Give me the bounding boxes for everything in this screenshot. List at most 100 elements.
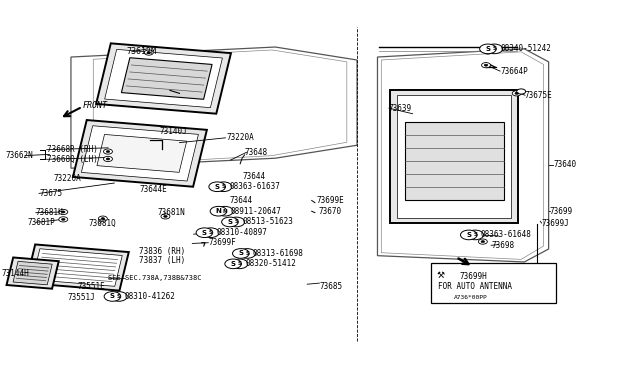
Polygon shape: [390, 90, 518, 223]
Text: FRONT: FRONT: [83, 101, 108, 110]
Circle shape: [210, 206, 227, 216]
Circle shape: [225, 259, 241, 269]
Text: 73648: 73648: [244, 148, 268, 157]
Circle shape: [221, 217, 238, 227]
Bar: [431, 263, 556, 304]
Circle shape: [481, 241, 484, 243]
Text: 73699J: 73699J: [541, 219, 570, 228]
Text: 73698: 73698: [491, 241, 515, 250]
Circle shape: [512, 91, 521, 96]
Circle shape: [232, 248, 249, 258]
Text: S: S: [230, 261, 236, 267]
Text: S: S: [237, 261, 241, 266]
Text: 08310-40897: 08310-40897: [216, 228, 268, 237]
Circle shape: [104, 156, 113, 161]
Text: S: S: [467, 232, 471, 238]
Text: A736*00PP: A736*00PP: [454, 295, 488, 300]
Text: ⚒: ⚒: [436, 271, 444, 280]
Text: 73640: 73640: [553, 160, 576, 169]
Text: 73670: 73670: [318, 207, 341, 216]
Circle shape: [486, 51, 490, 52]
Text: 73551J: 73551J: [68, 293, 95, 302]
Text: 73681P: 73681P: [28, 218, 55, 227]
Circle shape: [479, 44, 496, 54]
Circle shape: [106, 158, 110, 160]
Text: S: S: [245, 251, 249, 256]
Text: S: S: [209, 230, 212, 235]
Text: S: S: [110, 294, 115, 299]
Circle shape: [228, 217, 244, 227]
Text: 73685: 73685: [319, 282, 342, 291]
Text: 73664P: 73664P: [500, 67, 528, 76]
Circle shape: [202, 228, 219, 237]
Text: 73668R (RH): 73668R (RH): [47, 145, 97, 154]
Circle shape: [239, 248, 255, 258]
Text: N: N: [216, 208, 221, 214]
Circle shape: [99, 216, 108, 221]
Text: 73836 (RH): 73836 (RH): [139, 247, 185, 256]
Text: S: S: [214, 184, 220, 190]
Text: 08320-51412: 08320-51412: [245, 259, 296, 268]
Text: 73681H: 73681H: [36, 208, 63, 217]
Text: S: S: [486, 46, 490, 52]
Text: 73639: 73639: [389, 104, 412, 113]
Circle shape: [483, 49, 492, 54]
Polygon shape: [122, 58, 212, 99]
Polygon shape: [105, 49, 223, 108]
Text: 73644: 73644: [242, 172, 265, 181]
Circle shape: [145, 50, 154, 55]
Polygon shape: [81, 126, 198, 181]
Circle shape: [106, 151, 110, 153]
Circle shape: [61, 218, 65, 220]
Polygon shape: [6, 257, 59, 289]
Text: S: S: [238, 250, 243, 256]
Text: 73699F: 73699F: [208, 238, 236, 247]
Circle shape: [59, 209, 68, 215]
Text: 73681Q: 73681Q: [89, 219, 116, 228]
Circle shape: [231, 259, 248, 269]
Text: 08513-51623: 08513-51623: [242, 218, 293, 227]
Text: 08313-61698: 08313-61698: [253, 249, 304, 258]
Circle shape: [196, 228, 212, 237]
Circle shape: [478, 239, 487, 244]
Circle shape: [481, 62, 490, 68]
Text: 73140J: 73140J: [159, 126, 187, 136]
Circle shape: [484, 64, 488, 66]
Text: 73699: 73699: [550, 207, 573, 216]
Text: 73675: 73675: [39, 189, 62, 198]
Circle shape: [209, 182, 225, 192]
Text: 73662N: 73662N: [6, 151, 33, 160]
Text: 73699H: 73699H: [460, 272, 487, 281]
Text: 73644E: 73644E: [140, 185, 168, 194]
Text: 73220A: 73220A: [226, 133, 254, 142]
Circle shape: [161, 214, 170, 219]
Text: 73644: 73644: [229, 196, 252, 205]
Text: 08911-20647: 08911-20647: [230, 207, 282, 216]
Polygon shape: [397, 95, 511, 218]
Polygon shape: [13, 262, 52, 285]
Text: 08340-51242: 08340-51242: [500, 44, 551, 53]
Circle shape: [216, 206, 233, 216]
Circle shape: [461, 230, 477, 240]
Circle shape: [104, 292, 121, 301]
Circle shape: [486, 44, 502, 54]
Polygon shape: [404, 122, 504, 200]
Text: 73681N: 73681N: [157, 208, 185, 217]
Text: 73220A: 73220A: [53, 174, 81, 183]
Polygon shape: [33, 249, 122, 286]
Circle shape: [101, 218, 105, 219]
Circle shape: [59, 217, 68, 222]
Circle shape: [147, 52, 150, 54]
Text: 73668Q (LH): 73668Q (LH): [47, 155, 97, 164]
Text: SEE SEC.738A,738B&738C: SEE SEC.738A,738B&738C: [108, 275, 202, 281]
Text: S: S: [473, 232, 477, 237]
Polygon shape: [73, 120, 207, 187]
Text: S: S: [234, 219, 238, 224]
Text: 73144H: 73144H: [2, 269, 29, 278]
Text: S: S: [202, 230, 207, 236]
Text: S: S: [227, 219, 232, 225]
Circle shape: [111, 292, 127, 301]
Circle shape: [515, 92, 518, 94]
Text: 73612M: 73612M: [127, 47, 157, 56]
Text: 73675E: 73675E: [525, 91, 553, 100]
